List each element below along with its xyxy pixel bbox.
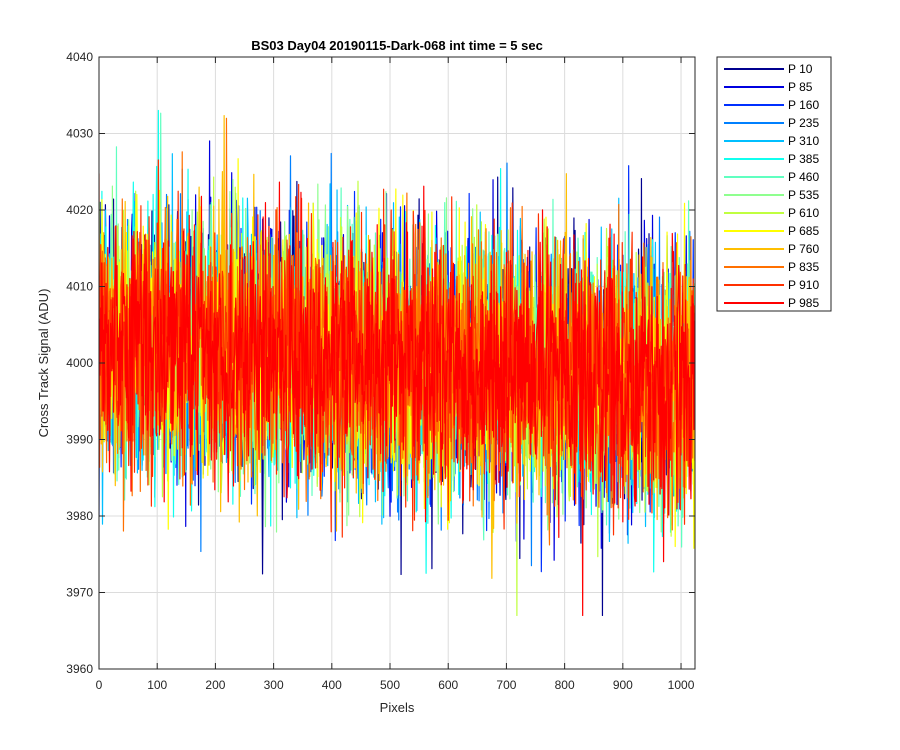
plot-clip-region bbox=[99, 109, 695, 617]
x-tick-label: 300 bbox=[264, 678, 284, 692]
x-tick-label: 800 bbox=[555, 678, 575, 692]
legend-label: P 535 bbox=[788, 188, 819, 202]
y-tick-label: 3970 bbox=[66, 586, 93, 600]
y-tick-label: 4020 bbox=[66, 203, 93, 217]
legend-label: P 460 bbox=[788, 170, 819, 184]
x-tick-label: 200 bbox=[205, 678, 225, 692]
legend-label: P 160 bbox=[788, 98, 819, 112]
y-tick-label: 4010 bbox=[66, 280, 93, 294]
legend-label: P 310 bbox=[788, 134, 819, 148]
y-tick-label: 3990 bbox=[66, 433, 93, 447]
series-line-13 bbox=[99, 181, 695, 617]
legend-label: P 985 bbox=[788, 296, 819, 310]
legend-label: P 85 bbox=[788, 80, 813, 94]
axis-ticks: 0 100 200 300 400 500 600 700 800 900 1000 3960 3970… bbox=[66, 50, 695, 692]
y-tick-label: 3980 bbox=[66, 509, 93, 523]
legend-label: P 235 bbox=[788, 116, 819, 130]
legend: P 10 P 85 P 160 P 235 P 310 P 385 P 460 P 535 P … bbox=[716, 56, 832, 312]
legend-box bbox=[716, 56, 832, 312]
x-axis-title: Pixels bbox=[380, 700, 415, 715]
y-axis-title: Cross Track Signal (ADU) bbox=[36, 289, 51, 438]
legend-label: P 910 bbox=[788, 278, 819, 292]
legend-label: P 610 bbox=[788, 206, 819, 220]
legend-label: P 10 bbox=[788, 62, 813, 76]
x-tick-label: 500 bbox=[380, 678, 400, 692]
legend-label: P 685 bbox=[788, 224, 819, 238]
x-tick-label: 100 bbox=[147, 678, 167, 692]
y-tick-label: 4040 bbox=[66, 50, 93, 64]
x-tick-label: 400 bbox=[322, 678, 342, 692]
x-tick-label: 1000 bbox=[668, 678, 695, 692]
y-tick-label: 3960 bbox=[66, 662, 93, 676]
legend-label: P 835 bbox=[788, 260, 819, 274]
x-tick-label: 700 bbox=[496, 678, 516, 692]
x-tick-label: 0 bbox=[96, 678, 103, 692]
x-tick-label: 900 bbox=[613, 678, 633, 692]
legend-items: P 10 P 85 P 160 P 235 P 310 P 385 P 460 P 535 P … bbox=[724, 62, 819, 310]
legend-label: P 385 bbox=[788, 152, 819, 166]
chart-title: BS03 Day04 20190115-Dark-068 int time = … bbox=[251, 38, 543, 53]
series-layer bbox=[99, 109, 695, 617]
y-tick-label: 4000 bbox=[66, 356, 93, 370]
x-tick-label: 600 bbox=[438, 678, 458, 692]
y-tick-label: 4030 bbox=[66, 127, 93, 141]
legend-label: P 760 bbox=[788, 242, 819, 256]
